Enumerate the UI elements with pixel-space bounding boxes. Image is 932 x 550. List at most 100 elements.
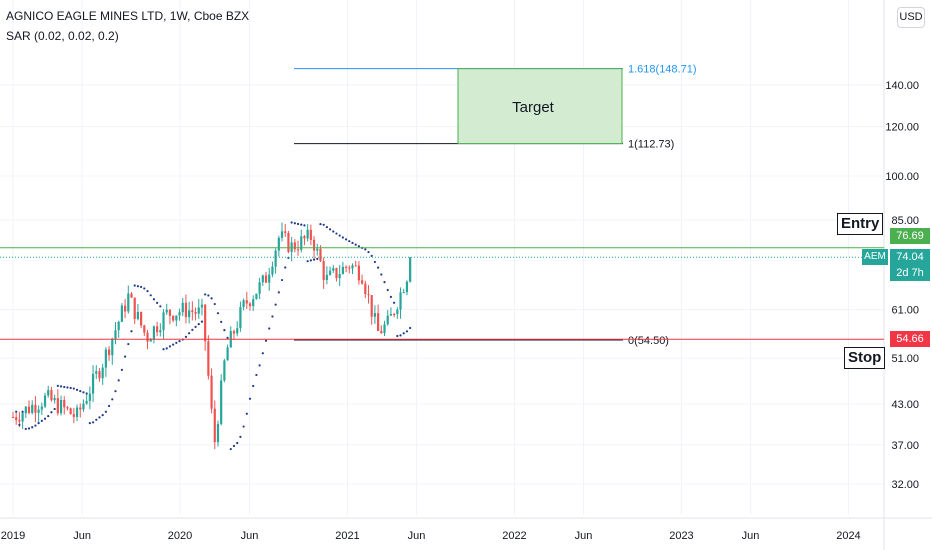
sar-dot [264, 339, 268, 342]
candle-body [204, 304, 207, 342]
fib-label: 0(54.50) [628, 335, 669, 347]
candle-body [348, 267, 351, 269]
candle-body [107, 349, 111, 356]
sar-dot [338, 234, 341, 237]
candle-body [223, 360, 226, 381]
candle-body [91, 373, 95, 394]
candle-body [300, 236, 303, 250]
sar-dot [393, 301, 396, 304]
candle-body [319, 248, 322, 262]
candle-body [216, 423, 220, 443]
x-tick-label: Jun [73, 530, 91, 542]
candle-body [316, 248, 319, 251]
sar-dot [229, 447, 232, 451]
candle-body [24, 406, 27, 414]
target-label: Target [512, 99, 555, 116]
candle-body [15, 417, 18, 421]
sar-dot [213, 302, 216, 306]
candle-body [11, 416, 15, 418]
y-tick-label: 61.00 [891, 305, 919, 317]
sar-dot [386, 288, 389, 292]
candle-body [191, 310, 194, 312]
y-tick-label: 37.00 [891, 440, 919, 452]
sar-dot [159, 305, 162, 308]
sar-dot [40, 419, 43, 422]
candle-body [399, 292, 402, 310]
stop-price-tag: 54.66 [890, 331, 930, 347]
countdown-tag: 2d 7h [890, 265, 930, 281]
sar-dot [75, 388, 79, 391]
candle-body [290, 242, 293, 252]
sar-dot [373, 260, 377, 264]
candle-body [143, 325, 146, 333]
sar-dot [63, 385, 66, 389]
sar-dot [290, 221, 293, 224]
sar-dot [210, 297, 213, 300]
sar-dot [117, 379, 120, 382]
candle-body [338, 274, 341, 279]
sar-dot [312, 258, 316, 261]
sar-dot [95, 418, 98, 421]
sar-dot [191, 328, 194, 331]
candle-body [114, 330, 117, 339]
candle-body [271, 266, 274, 275]
candle-body [140, 311, 143, 326]
candle-body [354, 265, 357, 267]
candle-body [40, 406, 43, 410]
sar-dot [18, 423, 21, 426]
x-tick-label: 2021 [335, 530, 359, 542]
sar-dot [143, 287, 146, 290]
candle-body [123, 305, 127, 312]
candle-body [162, 312, 165, 331]
sar-dot [31, 426, 34, 429]
sar-dot [309, 259, 312, 262]
candle-body [75, 407, 79, 417]
candle-body [341, 266, 344, 275]
candle-body [274, 250, 277, 267]
indicator-label[interactable]: SAR (0.02, 0.02, 0.2) [6, 29, 119, 43]
sar-dot [197, 323, 200, 326]
candle-body [389, 313, 393, 316]
symbol-tag: AEM [862, 249, 888, 265]
candle-body [146, 332, 149, 342]
candle-body [309, 229, 312, 240]
candle-body [264, 275, 268, 283]
candle-body [357, 265, 360, 281]
sar-dot [245, 412, 248, 415]
sar-dot [239, 435, 242, 438]
sar-dot [56, 384, 59, 387]
sar-dot [364, 248, 367, 251]
x-tick-label: Jun [241, 530, 259, 542]
sar-dot [351, 241, 354, 245]
sar-dot [188, 332, 191, 335]
candle-body [207, 341, 210, 376]
candle-body [280, 231, 284, 238]
currency-button[interactable]: USD [897, 7, 925, 28]
candle-body [383, 324, 386, 334]
candle-body [312, 239, 316, 251]
sar-dot [300, 223, 303, 226]
sar-dot [194, 325, 197, 328]
candle-body [335, 268, 338, 279]
sar-dot [149, 294, 152, 297]
sar-dot [319, 222, 322, 226]
candle-body [181, 302, 184, 313]
candle-body [405, 281, 409, 293]
sar-dot [396, 334, 399, 338]
candle-body [268, 274, 271, 283]
chart-title: AGNICO EAGLE MINES LTD, 1W, Cboe BZX [6, 9, 250, 23]
candle-body [34, 404, 37, 413]
candle-body [95, 371, 98, 374]
candle-body [255, 293, 258, 300]
candle-body [156, 326, 159, 333]
sar-dot [91, 421, 95, 424]
candle-body [325, 274, 328, 281]
candle-body [88, 393, 91, 401]
sar-dot [111, 398, 114, 401]
sar-dot [104, 410, 107, 413]
candle-body [37, 409, 40, 413]
candle-body [149, 339, 152, 342]
candle-body [63, 399, 66, 408]
sar-dot [101, 413, 104, 417]
